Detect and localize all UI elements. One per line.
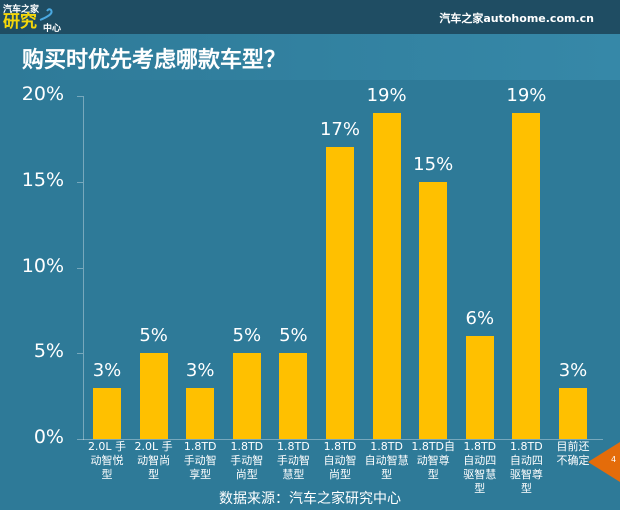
bar bbox=[232, 353, 261, 439]
y-tick-mark bbox=[77, 181, 83, 183]
top-bar: 汽车之家 研究 中心 汽车之家autohome.com.cn bbox=[0, 0, 620, 34]
y-tick-label: 5% bbox=[33, 340, 64, 363]
x-category-label: 1.8TD 手动智 享型 bbox=[183, 440, 217, 481]
swirl-icon bbox=[39, 8, 53, 21]
bar bbox=[559, 387, 587, 439]
site-url: 汽车之家autohome.com.cn bbox=[439, 12, 594, 25]
logo-top-text: 汽车之家 bbox=[3, 5, 40, 15]
x-category-label: 1.8TD 自动四 驱智尊 型 bbox=[509, 440, 543, 495]
page-number: 4 bbox=[611, 455, 617, 464]
bar bbox=[139, 353, 168, 439]
bar bbox=[465, 336, 494, 439]
page-tab bbox=[588, 442, 620, 482]
bar bbox=[186, 387, 215, 439]
y-tick-mark bbox=[77, 96, 83, 97]
bar-value-label: 5% bbox=[139, 325, 168, 347]
bar-chart: 0% 5% 10% 15% 20% 3% 2.0L 手 动智悦 型 5% 2.0L 手 动智尚 … bbox=[0, 80, 620, 510]
bar-value-label: 19% bbox=[366, 85, 407, 107]
y-axis bbox=[83, 96, 84, 440]
title-bar: 购买时优先考虑哪款车型？ bbox=[0, 34, 620, 80]
bar-value-label: 3% bbox=[185, 359, 215, 381]
bar-value-label: 15% bbox=[413, 153, 454, 175]
bar-value-label: 3% bbox=[558, 359, 588, 381]
bar bbox=[279, 353, 308, 439]
bar-value-label: 3% bbox=[92, 359, 122, 381]
bar bbox=[93, 387, 121, 439]
x-category-label: 2.0L 手 动智悦 型 bbox=[87, 440, 127, 481]
y-tick-label: 20% bbox=[21, 83, 64, 105]
x-category-label: 2.0L 手 动智尚 型 bbox=[134, 440, 173, 481]
logo-main-text: 研究 bbox=[3, 12, 37, 32]
y-tick-label: 15% bbox=[21, 168, 64, 191]
bar-value-label: 6% bbox=[465, 308, 495, 330]
bar-value-label: 19% bbox=[506, 85, 547, 107]
data-source: 数据来源：汽车之家研究中心 bbox=[219, 491, 401, 507]
x-axis bbox=[83, 439, 603, 440]
x-category-label: 1.8TD自 动智尊 型 bbox=[411, 440, 456, 481]
x-category-label: 1.8TD 手动智 尚型 bbox=[230, 440, 264, 481]
y-tick-mark bbox=[77, 267, 83, 269]
x-category-label: 目前还 不确定 bbox=[556, 440, 590, 467]
bar bbox=[419, 181, 448, 439]
logo-sub-text: 中心 bbox=[43, 24, 62, 34]
autohome-research-logo: 汽车之家 研究 中心 bbox=[3, 2, 63, 34]
bar bbox=[372, 113, 401, 439]
x-category-label: 1.8TD 自动智慧 型 bbox=[364, 440, 409, 481]
y-tick-label: 0% bbox=[33, 426, 64, 448]
bar bbox=[326, 147, 354, 439]
x-category-label: 1.8TD 自动智 尚型 bbox=[323, 440, 357, 481]
bar-value-label: 17% bbox=[319, 119, 360, 141]
y-tick-mark bbox=[77, 353, 83, 355]
x-category-label: 1.8TD 手动智 慧型 bbox=[276, 440, 310, 481]
bar-value-label: 5% bbox=[232, 325, 262, 347]
bar-value-label: 5% bbox=[279, 325, 308, 347]
bar bbox=[512, 113, 541, 439]
y-tick-label: 10% bbox=[21, 254, 64, 277]
y-tick-mark bbox=[77, 439, 83, 440]
x-category-label: 1.8TD 自动四 驱智慧 型 bbox=[463, 440, 497, 495]
page-title: 购买时优先考虑哪款车型？ bbox=[22, 48, 287, 73]
